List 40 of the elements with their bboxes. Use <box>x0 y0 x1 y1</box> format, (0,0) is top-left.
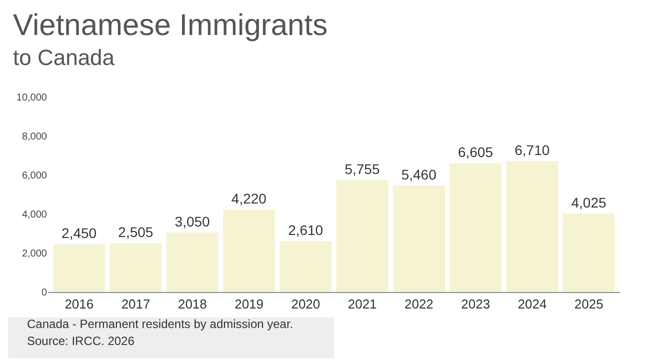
y-tick-label: 10,000 <box>16 92 48 104</box>
data-label: 5,755 <box>344 160 380 177</box>
text: Canada - Permanent residents by admission year. <box>27 317 294 331</box>
chart-subtitle: to Canada <box>13 45 116 70</box>
bar <box>450 163 502 292</box>
y-tick-label: 4,000 <box>22 210 48 220</box>
bar <box>562 214 615 292</box>
data-label: 3,050 <box>174 214 210 230</box>
data-label: 2,610 <box>288 222 324 238</box>
chart-title: Vietnamese Immigrants <box>13 9 328 42</box>
bar <box>53 244 106 292</box>
data-label: 2,450 <box>62 225 97 242</box>
x-tick-label: 2017 <box>121 296 150 312</box>
bar <box>336 180 388 292</box>
x-tick-label: 2024 <box>518 296 547 312</box>
x-tick-label: 2020 <box>291 296 320 312</box>
source-note: Source: IRCC. 2026 <box>27 334 135 348</box>
x-tick-label: 2021 <box>348 296 377 312</box>
y-tick-label: 8,000 <box>22 132 48 142</box>
y-tick-label: 0 <box>41 288 48 298</box>
data-label: 5,460 <box>401 166 437 183</box>
data-label: 4,220 <box>231 190 267 207</box>
bar <box>506 161 558 292</box>
x-tick-label: 2022 <box>404 296 434 312</box>
bar <box>110 243 162 292</box>
data-label: 6,710 <box>514 142 550 158</box>
x-tick-label: 2018 <box>178 296 207 312</box>
data-label: 6,605 <box>458 144 494 160</box>
y-tick-label: 2,000 <box>22 248 48 260</box>
x-tick-label: 2016 <box>64 296 94 312</box>
bar <box>392 186 445 292</box>
data-label: 4,025 <box>571 194 606 211</box>
x-tick-label: 2025 <box>574 296 604 312</box>
bar <box>166 232 218 292</box>
x-tick-label: 2023 <box>461 296 490 312</box>
data-label: 2,505 <box>118 224 154 240</box>
y-tick-label: 6,000 <box>22 170 48 182</box>
bar <box>280 241 332 292</box>
x-tick-label: 2019 <box>234 296 264 312</box>
bar <box>223 210 276 292</box>
